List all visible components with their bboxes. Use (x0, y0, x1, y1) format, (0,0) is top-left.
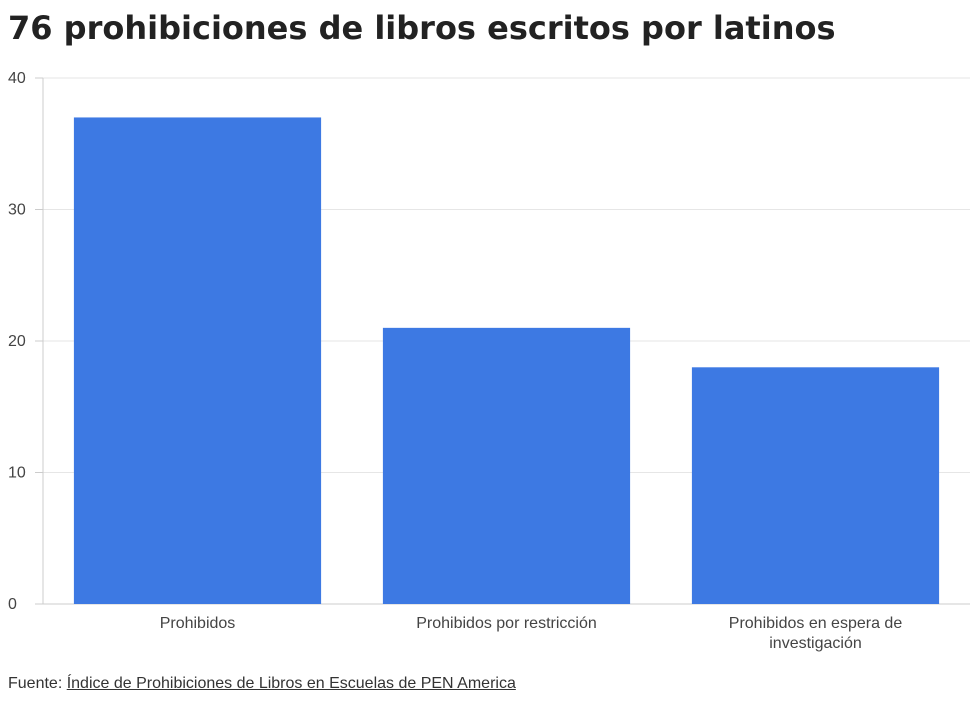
chart-title: 76 prohibiciones de libros escritos por … (8, 9, 836, 47)
y-tick-label: 30 (8, 202, 26, 219)
y-tick-label: 10 (8, 465, 26, 482)
bar-chart: 0 10 20 30 40 Prohibidos Prohibidos por restr… (8, 70, 970, 652)
x-tick-label: Prohibidos en espera de investigación (729, 615, 903, 652)
x-tick-label: Prohibidos por restricción (416, 615, 597, 632)
source-link[interactable]: Índice de Prohibiciones de Libros en Esc… (66, 675, 516, 692)
bar[interactable] (73, 117, 322, 604)
x-tick-label: Prohibidos (160, 615, 236, 632)
x-axis-labels: Prohibidos Prohibidos por restricción Proh… (160, 615, 903, 652)
y-tick-label: 40 (8, 70, 26, 87)
source-prefix: Fuente: (8, 675, 67, 692)
bar[interactable] (691, 367, 940, 604)
source-note: Fuente: Índice de Prohibiciones de Libro… (8, 674, 516, 694)
bar[interactable] (382, 327, 631, 604)
y-tick-label: 20 (8, 333, 26, 350)
bars (73, 117, 940, 604)
y-tick-label: 0 (8, 596, 17, 613)
